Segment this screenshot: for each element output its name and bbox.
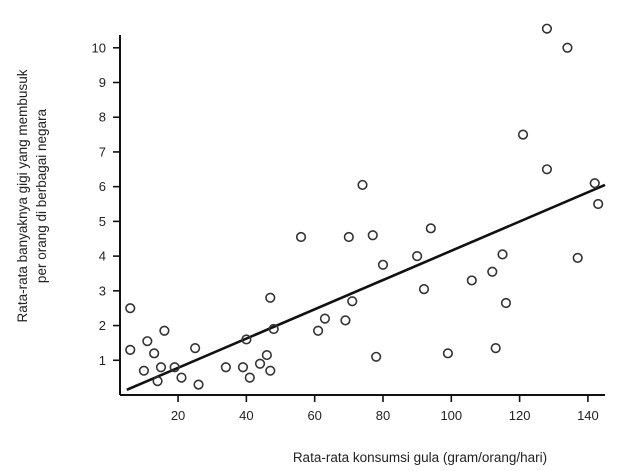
x-tick-label: 40 xyxy=(239,408,253,423)
axes xyxy=(119,35,605,396)
y-axis-label: Rata-rata banyaknya gigi yang membusuk p… xyxy=(15,69,49,322)
y-tick-label: 6 xyxy=(99,179,106,194)
y-tick-label: 9 xyxy=(99,75,106,90)
data-point xyxy=(541,23,553,34)
data-point xyxy=(169,362,180,373)
y-tick-label: 5 xyxy=(99,214,106,229)
data-point xyxy=(357,179,368,191)
data-point xyxy=(149,348,160,359)
data-point xyxy=(241,334,252,345)
data-point xyxy=(377,259,389,270)
data-point xyxy=(343,231,354,243)
data-point xyxy=(155,362,167,373)
data-point xyxy=(295,231,307,243)
y-tick-label: 2 xyxy=(99,318,106,333)
y-tick-label: 10 xyxy=(92,40,106,55)
data-point xyxy=(593,198,604,210)
x-axis-label: Rata-rata konsumsi gula (gram/orang/hari… xyxy=(293,450,547,465)
trend-line xyxy=(126,183,606,391)
data-point xyxy=(244,372,255,383)
y-tick-label: 4 xyxy=(99,249,106,264)
data-point xyxy=(125,303,136,314)
data-point xyxy=(190,343,201,354)
data-point xyxy=(312,325,324,336)
data-point xyxy=(265,365,276,376)
data-points xyxy=(125,23,604,390)
data-point xyxy=(371,351,382,362)
data-point xyxy=(487,266,498,277)
data-point xyxy=(517,129,529,140)
data-point xyxy=(347,296,358,307)
data-point xyxy=(425,223,436,234)
y-axis-ticks: 1 2 3 4 5 6 7 8 9 10 xyxy=(92,40,120,368)
data-point xyxy=(572,252,583,263)
data-point xyxy=(176,372,187,383)
data-point xyxy=(159,325,170,336)
data-point xyxy=(138,365,150,376)
data-point xyxy=(220,362,231,373)
data-point xyxy=(193,379,204,390)
data-point xyxy=(562,42,573,53)
data-point xyxy=(497,249,508,260)
y-tick-label: 8 xyxy=(99,110,106,125)
y-tick-label: 3 xyxy=(99,283,106,298)
data-point xyxy=(490,343,501,354)
x-axis-ticks: 20 40 60 80 100 120 140 xyxy=(171,395,599,423)
y-tick-label: 1 xyxy=(99,353,106,368)
data-point xyxy=(589,178,600,189)
data-point xyxy=(152,376,163,387)
trend-line-group xyxy=(126,183,606,391)
data-point xyxy=(142,336,153,347)
x-tick-label: 20 xyxy=(171,408,185,423)
data-point xyxy=(319,313,331,324)
x-tick-label: 80 xyxy=(376,408,390,423)
y-tick-label: 7 xyxy=(99,144,106,159)
data-point xyxy=(541,164,553,175)
data-point xyxy=(268,323,279,335)
x-tick-label: 140 xyxy=(577,408,599,423)
data-point xyxy=(367,230,378,241)
data-point xyxy=(265,292,276,303)
data-point xyxy=(261,349,272,361)
data-point xyxy=(418,283,430,295)
data-point xyxy=(412,251,423,262)
y-axis-label-line-2: per orang di berbagai negara xyxy=(34,108,49,283)
data-point xyxy=(442,348,453,359)
data-point xyxy=(237,362,249,373)
x-tick-label: 120 xyxy=(509,408,531,423)
x-tick-label: 100 xyxy=(440,408,462,423)
data-point xyxy=(340,315,351,326)
data-point xyxy=(254,358,266,369)
y-axis-label-line-1: Rata-rata banyaknya gigi yang membusuk xyxy=(15,69,30,322)
data-point xyxy=(125,344,136,355)
data-point xyxy=(466,275,477,286)
x-tick-label: 60 xyxy=(307,408,321,423)
data-point xyxy=(500,297,512,309)
